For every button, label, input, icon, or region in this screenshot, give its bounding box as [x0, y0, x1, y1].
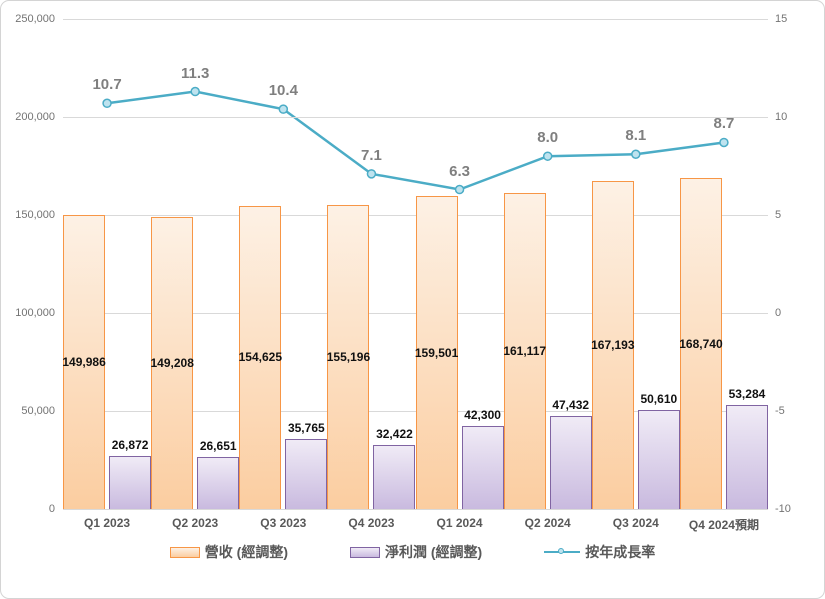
right-axis-tick: 10	[775, 111, 788, 123]
bar-net-profit	[373, 445, 416, 509]
growth-rate-marker	[366, 169, 377, 179]
growth-rate-data-label: 8.0	[537, 129, 559, 147]
growth-rate-marker	[278, 104, 289, 114]
right-axis-tick: 5	[775, 209, 782, 221]
legend-line-marker	[558, 548, 565, 554]
right-axis-tick: -10	[775, 503, 791, 515]
bar-revenue	[63, 215, 106, 509]
bar-revenue	[679, 178, 722, 509]
left-axis-tick: 50,000	[21, 405, 55, 417]
category-label-1: Q1 2023	[84, 516, 131, 530]
bar-net-profit	[109, 456, 152, 509]
growth-rate-marker	[719, 137, 729, 148]
growth-rate-data-label: 7.1	[361, 146, 382, 164]
growth-rate-data-label: 10.7	[92, 76, 122, 94]
growth-rate-marker	[190, 86, 200, 97]
revenue-legend-swatch	[169, 546, 200, 558]
net-profit-data-label: 26,872	[111, 438, 149, 453]
right-axis-tick: 0	[775, 307, 782, 319]
net-profit-data-label: 47,432	[552, 398, 590, 413]
right-axis-tick: -5	[775, 405, 785, 417]
legend-item-1: 營收 (經調整)	[169, 542, 288, 562]
growth-rate-marker	[454, 184, 465, 195]
gridline	[63, 215, 768, 216]
revenue-data-label: 149,986	[62, 355, 106, 369]
bar-revenue	[239, 205, 282, 509]
gridline	[63, 411, 768, 412]
bar-net-profit	[461, 426, 504, 509]
legend-label-3: 按年成長率	[585, 544, 656, 560]
bar-revenue	[151, 216, 194, 509]
revenue-data-label: 155,196	[326, 349, 371, 364]
left-axis-tick: 100,000	[15, 307, 55, 319]
left-axis-tick: 150,000	[15, 209, 55, 221]
gridline	[63, 509, 768, 510]
net-profit-legend-swatch	[350, 546, 380, 558]
category-label-7: Q3 2024	[612, 516, 659, 530]
revenue-data-label: 161,117	[503, 344, 547, 359]
chart-legend: 營收 (經調整) 淨利潤 (經調整) 按年成長率	[1, 542, 824, 562]
gridline	[63, 313, 768, 314]
category-label-3: Q3 2023	[260, 516, 307, 530]
bar-net-profit	[197, 456, 240, 509]
legend-item-3: 按年成長率	[544, 542, 655, 562]
bar-net-profit	[725, 404, 768, 509]
gridline	[63, 19, 768, 20]
net-profit-data-label: 53,284	[728, 386, 766, 401]
revenue-data-label: 167,193	[591, 338, 635, 353]
bar-revenue	[327, 204, 370, 509]
revenue-data-label: 168,740	[679, 336, 723, 351]
growth-rate-data-label: 11.3	[181, 64, 210, 82]
legend-item-2: 淨利潤 (經調整)	[350, 542, 482, 562]
bar-net-profit	[285, 438, 328, 509]
category-label-2: Q2 2023	[172, 516, 219, 530]
growth-rate-legend-swatch	[544, 547, 581, 558]
growth-rate-data-label: 10.4	[268, 82, 298, 100]
growth-rate-data-label: 8.1	[625, 127, 647, 145]
legend-label-2: 淨利潤 (經調整)	[385, 544, 483, 560]
bar-revenue	[503, 193, 546, 509]
bar-net-profit	[637, 409, 680, 509]
category-label-8: Q4 2024預期	[688, 518, 759, 532]
growth-rate-data-label: 8.7	[713, 115, 735, 133]
gridline	[63, 117, 768, 118]
category-label-4: Q4 2023	[348, 516, 395, 530]
net-profit-data-label: 35,765	[287, 420, 325, 435]
growth-rate-marker	[102, 98, 112, 109]
bar-revenue	[415, 196, 458, 509]
category-label-6: Q2 2024	[524, 516, 571, 530]
left-axis-tick: 0	[48, 503, 55, 515]
net-profit-data-label: 50,610	[640, 391, 678, 406]
growth-rate-marker	[631, 149, 641, 159]
net-profit-data-label: 26,651	[199, 438, 237, 453]
growth-rate-data-label: 6.3	[449, 162, 470, 180]
net-profit-data-label: 42,300	[464, 408, 501, 423]
left-axis-tick: 250,000	[15, 13, 55, 25]
category-label-5: Q1 2024	[436, 516, 483, 530]
revenue-data-label: 149,208	[150, 355, 194, 370]
bar-net-profit	[549, 416, 592, 509]
bar-revenue	[591, 181, 634, 509]
revenue-data-label: 154,625	[238, 350, 283, 365]
legend-label-1: 營收 (經調整)	[204, 544, 288, 560]
net-profit-data-label: 32,422	[376, 427, 413, 442]
growth-rate-marker	[542, 151, 553, 161]
left-axis-tick: 200,000	[15, 111, 55, 123]
revenue-data-label: 159,501	[414, 345, 459, 360]
right-axis-tick: 15	[775, 13, 788, 25]
